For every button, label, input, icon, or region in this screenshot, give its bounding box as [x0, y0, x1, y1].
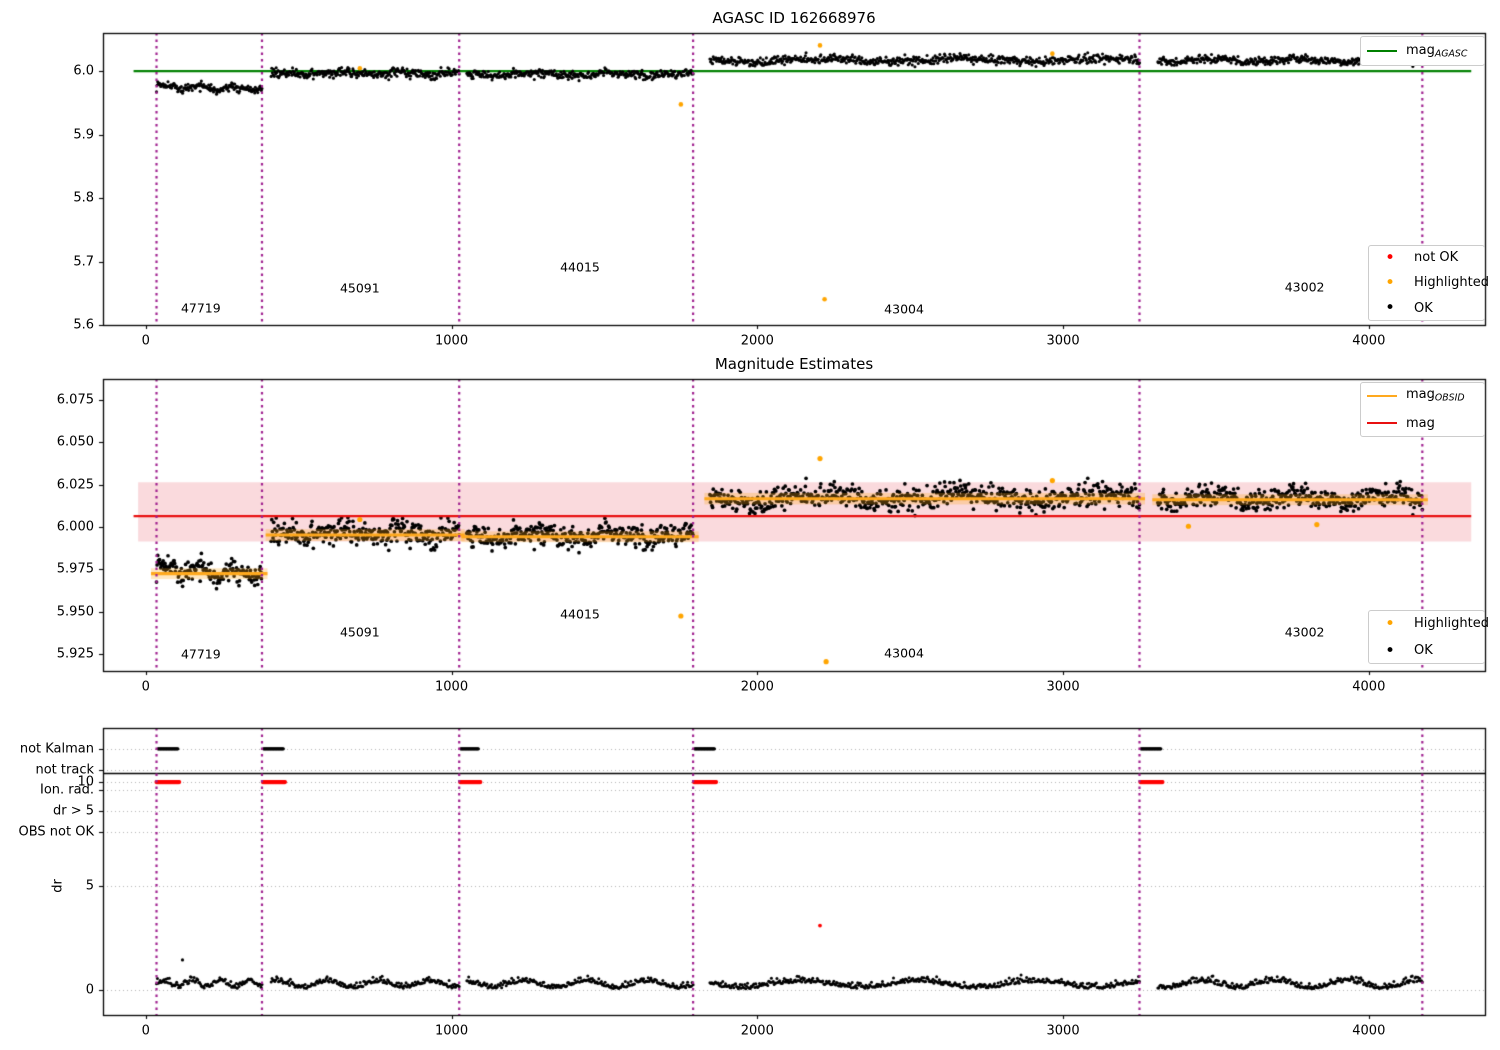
y-tick-label: 6.025	[56, 477, 94, 493]
legend-dot-swatch: •	[1384, 272, 1396, 293]
x-tick-label: 0	[141, 1023, 150, 1039]
x-tick-label: 0	[141, 333, 150, 349]
dr-axis-label: dr	[50, 879, 66, 893]
y-tick-label: Ion. rad.	[40, 782, 94, 798]
y-tick-label: 5.8	[73, 190, 94, 206]
x-tick-label: 1000	[435, 333, 469, 349]
x-tick-label: 2000	[740, 333, 774, 349]
y-tick-label: not track	[35, 762, 94, 778]
legend-dot-swatch: •	[1384, 298, 1396, 319]
y-tick-label: not Kalman	[19, 741, 94, 757]
obsid-label: 45091	[339, 624, 380, 640]
obsid-label: 43004	[884, 301, 924, 317]
legend-line-swatch	[1367, 394, 1397, 397]
legend-entry[interactable]: magAGASC	[1367, 36, 1467, 66]
y-tick-label: 6.0	[73, 63, 94, 79]
legend-entry[interactable]: mag	[1367, 410, 1435, 438]
x-tick-label: 0	[141, 679, 150, 695]
legend-line-swatch	[1367, 422, 1397, 425]
obsid-label: 43004	[884, 645, 924, 661]
y-tick-label: 6.050	[56, 434, 94, 450]
legend-dot-swatch: •	[1384, 640, 1396, 661]
x-tick-label: 3000	[1046, 1023, 1080, 1039]
legend-label: Highlighted	[1414, 616, 1489, 631]
legend-entry[interactable]: • Highlighted	[1375, 270, 1489, 295]
x-tick-label: 3000	[1046, 679, 1080, 695]
obsid-label: 45091	[339, 280, 380, 296]
legend-label: not OK	[1414, 250, 1459, 266]
legend-label: OK	[1414, 300, 1433, 316]
obsid-label: 43002	[1284, 279, 1325, 295]
legend-label: magAGASC	[1406, 42, 1468, 60]
y-tick-label: 6.000	[56, 519, 94, 535]
x-tick-label: 1000	[435, 1023, 469, 1039]
legend-entry[interactable]: • Highlighted	[1375, 610, 1489, 637]
y-tick-label: 5.950	[56, 604, 94, 620]
x-tick-label: 4000	[1352, 679, 1386, 695]
x-tick-label: 2000	[740, 679, 774, 695]
obsid-label: 47719	[180, 300, 221, 316]
legend-entry[interactable]: magOBSID	[1367, 382, 1465, 410]
legend-entry[interactable]: • OK	[1375, 637, 1433, 664]
legend-dot-swatch: •	[1384, 247, 1396, 268]
legend-label: OK	[1414, 643, 1433, 658]
y-tick-label: dr > 5	[52, 803, 94, 819]
legend-label: mag	[1406, 415, 1435, 431]
y-tick-label: 0	[85, 982, 94, 998]
legend-line-swatch	[1367, 50, 1397, 52]
x-tick-label: 4000	[1352, 333, 1386, 349]
x-tick-label: 3000	[1046, 333, 1080, 349]
y-tick-label: 5.9	[73, 127, 94, 143]
page-title: AGASC ID 162668976	[712, 9, 876, 27]
obsid-label: 47719	[180, 646, 221, 662]
x-tick-label: 2000	[740, 1023, 774, 1039]
obsid-label: 44015	[560, 606, 600, 622]
legend-entry[interactable]: • not OK	[1375, 245, 1458, 270]
y-tick-label: 6.075	[56, 392, 94, 408]
obsid-label: 44015	[560, 259, 600, 275]
legend-entry[interactable]: • OK	[1375, 296, 1433, 321]
legend-dot-swatch: •	[1384, 613, 1396, 634]
legend-label: magOBSID	[1406, 387, 1465, 405]
y-tick-label: OBS not OK	[18, 824, 95, 840]
x-tick-label: 1000	[435, 679, 469, 695]
y-tick-label: 5.925	[56, 646, 94, 662]
legend-mag-lines-panel2[interactable]	[1360, 382, 1485, 437]
x-tick-label: 4000	[1352, 1023, 1386, 1039]
y-tick-label: 5.975	[56, 561, 94, 577]
legend-point-classes-panel1[interactable]	[1368, 245, 1485, 321]
y-tick-label: 5.7	[73, 254, 94, 270]
obsid-label: 43002	[1284, 624, 1325, 640]
y-tick-label: 5	[85, 878, 94, 894]
y-tick-label: 5.6	[73, 317, 94, 333]
y-tick-label: 10	[77, 774, 94, 790]
panel-title: Magnitude Estimates	[714, 355, 874, 373]
legend-label: Highlighted	[1414, 275, 1489, 291]
legend-point-classes-panel2[interactable]	[1368, 610, 1485, 664]
